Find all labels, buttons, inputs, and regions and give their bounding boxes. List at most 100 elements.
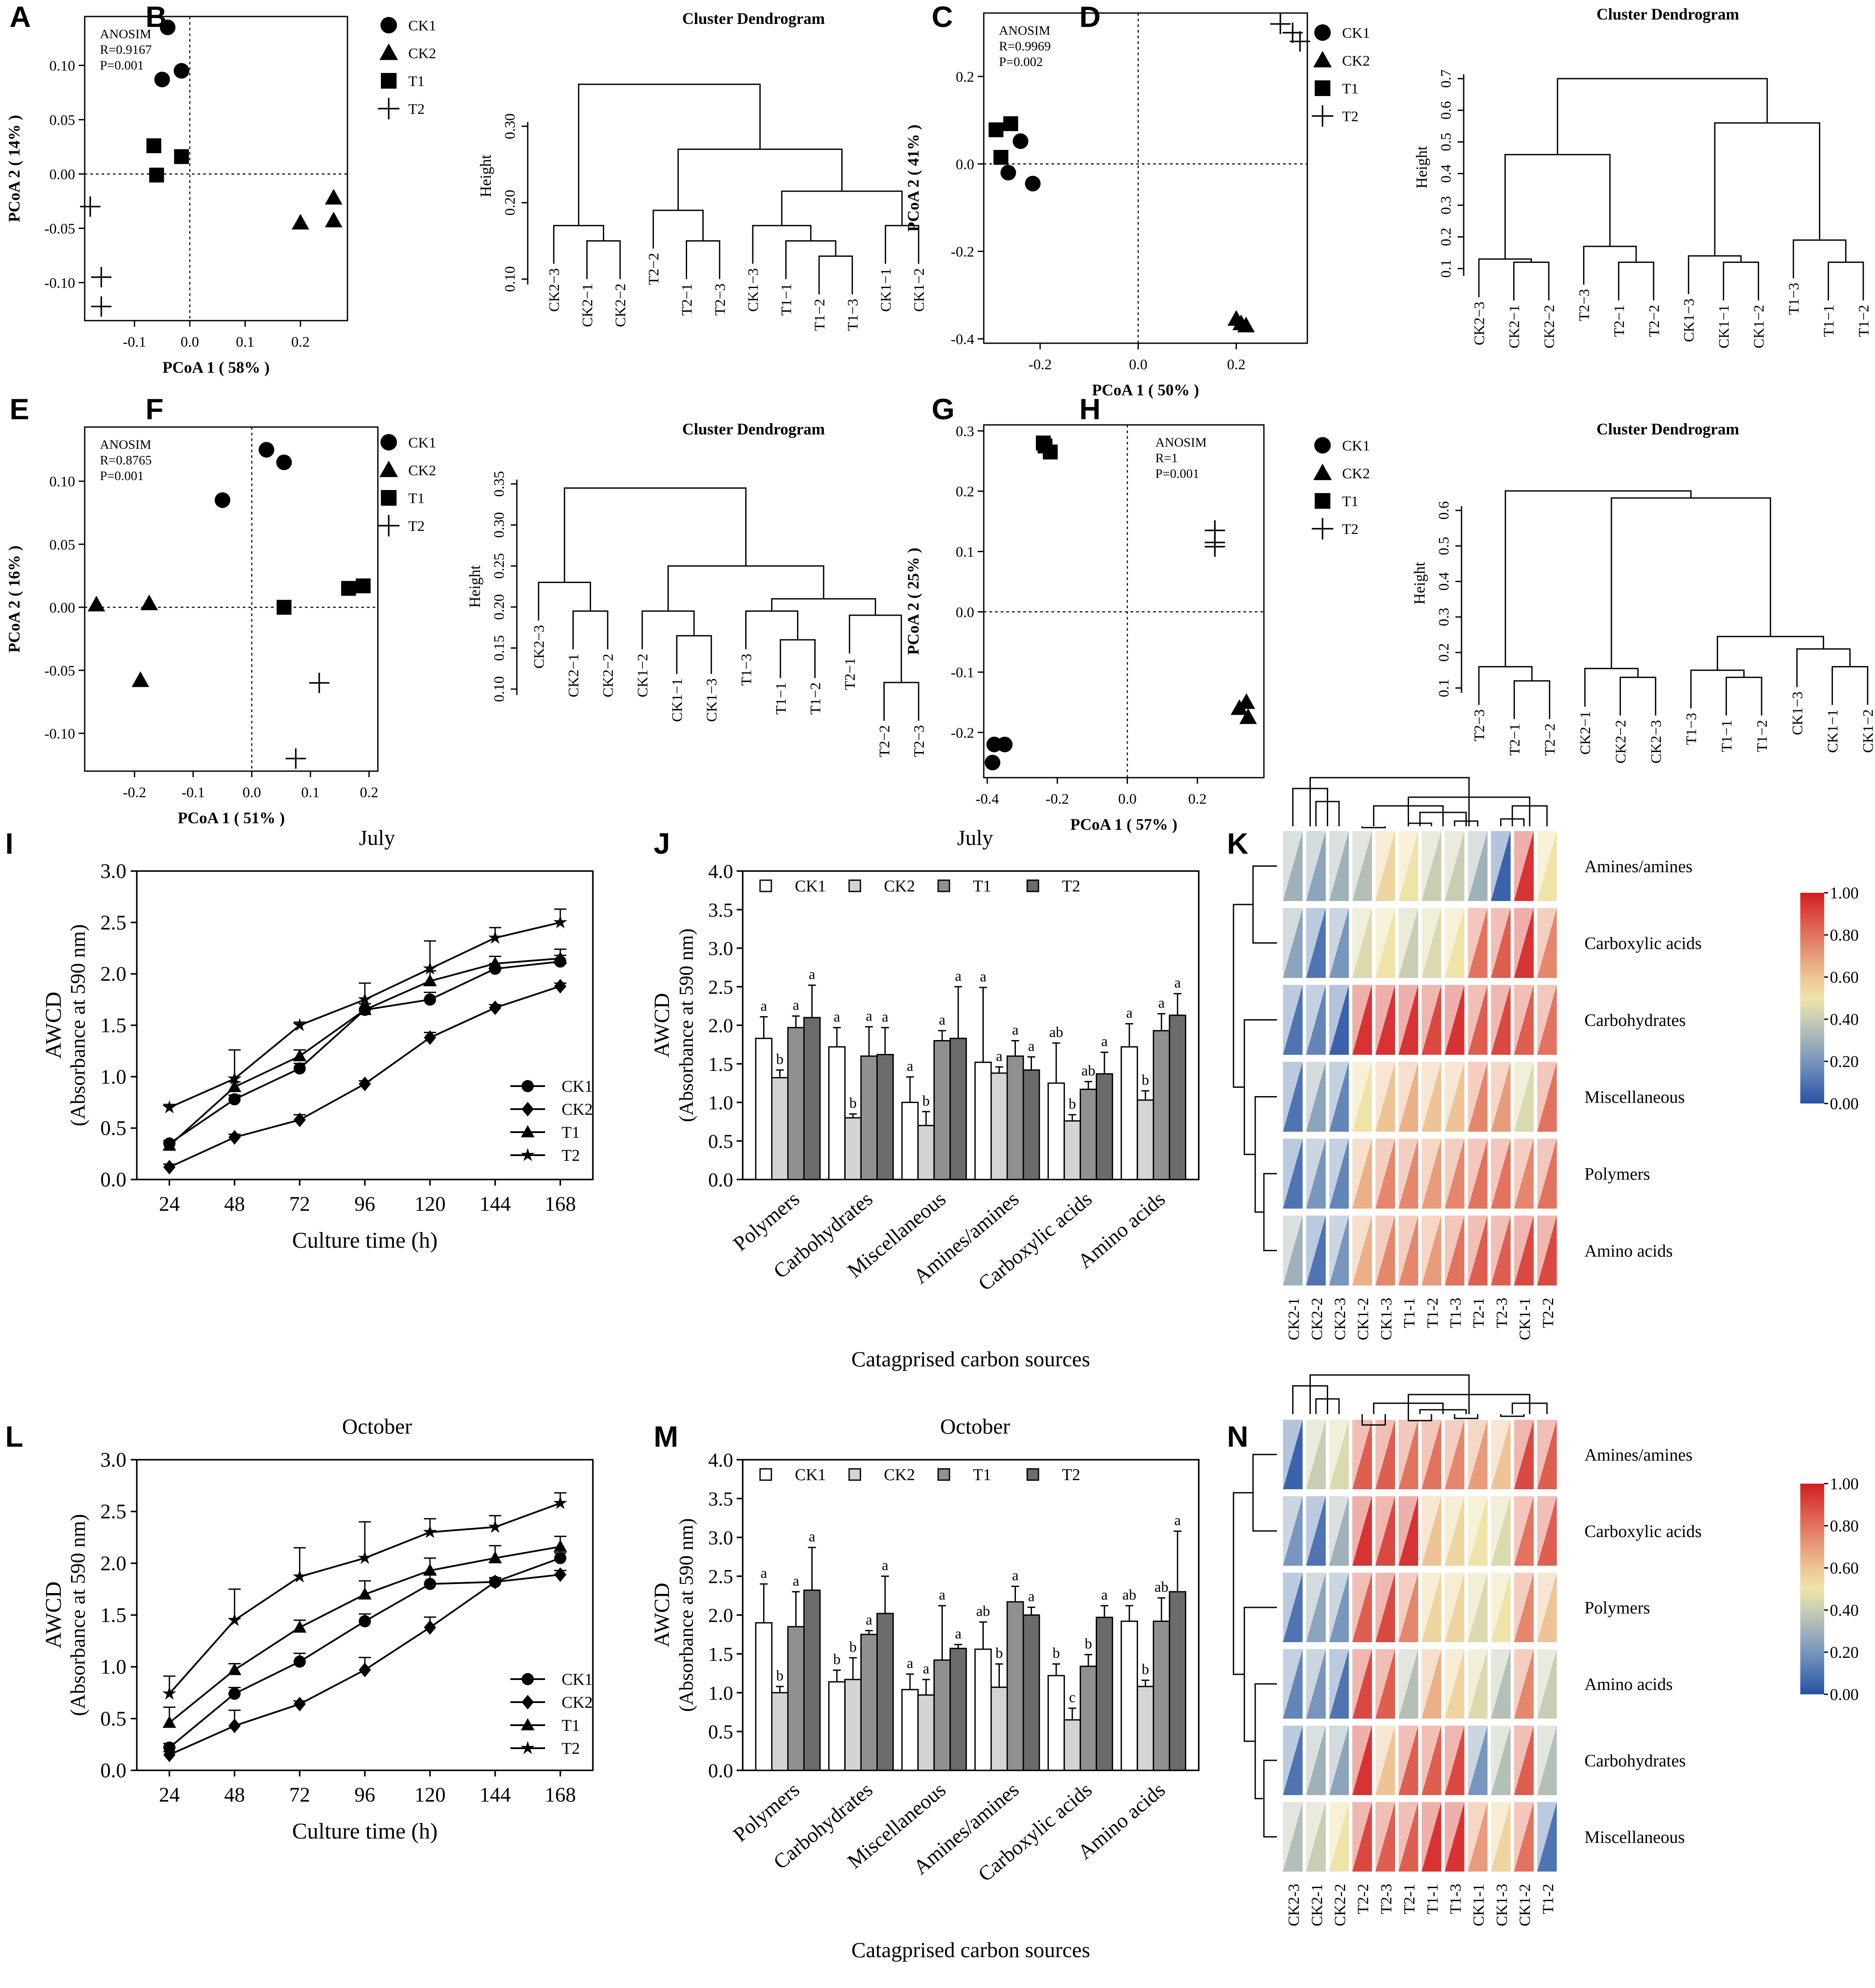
- bar-ck2: [844, 1679, 862, 1771]
- bar-ck2: [771, 1692, 789, 1771]
- heatmap-cell: [1375, 985, 1395, 1055]
- heatmap-cell-shade: [1352, 1649, 1372, 1719]
- bar-t1: [1006, 1055, 1024, 1180]
- dendrogram-link: [1832, 666, 1868, 705]
- awcd-bar-chart-m: October 0.0 0.5 1.0 1.5 2.0 2.5 3.0 3.5 4.0 Catagp…: [649, 1414, 1200, 1962]
- y-axis-label: PCoA 2 ( 41% ): [905, 125, 923, 232]
- y-tick-label: 1.5: [100, 1014, 126, 1037]
- heatmap-cell-shade: [1399, 1573, 1419, 1642]
- y-tick-label: 0.1: [1438, 259, 1454, 278]
- dendrogram-leaf-label: CK1−2: [635, 654, 651, 697]
- legend-label-t2: T2: [408, 101, 425, 117]
- point-t1: [149, 167, 164, 183]
- heatmap-cell: [1399, 1420, 1419, 1489]
- scale-tick-label: 0.60: [1830, 1559, 1859, 1577]
- dendrogram-leaf-label: CK1−1: [1825, 709, 1841, 753]
- heatmap-cell: [1514, 1139, 1534, 1209]
- heatmap-cell: [1491, 1139, 1511, 1209]
- chart-title: July: [957, 825, 993, 850]
- heatmap-cell: [1329, 1139, 1349, 1209]
- heatmap-k: Amines/amines Carboxylic acids Carbohydrat…: [1233, 777, 1859, 1340]
- y-tick-label: 0.6: [1436, 501, 1452, 520]
- bar-ck2: [844, 1117, 862, 1180]
- significance-letter: ab: [1049, 1024, 1063, 1040]
- y-tick-label: 0.2: [956, 69, 975, 85]
- legend-marker-t1: [380, 490, 397, 506]
- heatmap-cell-shade: [1329, 1649, 1349, 1719]
- bar-ck1: [828, 1046, 846, 1180]
- data-point: [423, 974, 437, 987]
- y-tick-label: 0.20: [502, 190, 518, 216]
- heatmap-cell: [1306, 908, 1326, 978]
- heatmap-cell: [1352, 1139, 1372, 1209]
- heatmap-cell-shade: [1306, 1062, 1326, 1132]
- heatmap-cell-shade: [1514, 985, 1534, 1055]
- point-ck1: [173, 63, 189, 79]
- bar-t1: [1079, 1088, 1097, 1180]
- dendrogram-link: [676, 635, 712, 674]
- legend-label-t2: T2: [562, 1146, 580, 1165]
- dendrogram-leaf-label: T2−2: [1646, 305, 1662, 337]
- panel-letter-n: N: [1227, 1420, 1248, 1453]
- y-axis-label-2: (Absorbance at 590 nm): [66, 1514, 89, 1716]
- point-ck2: [132, 671, 149, 687]
- bar-ck2: [990, 1686, 1008, 1771]
- y-tick-label: 0.0: [708, 1169, 734, 1191]
- y-tick-label: 0.05: [50, 113, 76, 129]
- data-point: [228, 1718, 241, 1733]
- data-point: [294, 1112, 306, 1127]
- significance-letter: b: [776, 1668, 784, 1684]
- column-dendrogram: [1292, 1374, 1548, 1426]
- chart-title: October: [940, 1414, 1010, 1438]
- legend: CK1 CK2 T1 T2: [1312, 24, 1370, 127]
- heatmap-cell: [1491, 1496, 1511, 1566]
- dendrogram-leaf-label: T2−2: [1542, 723, 1558, 755]
- legend-marker-ck2: [379, 461, 398, 477]
- color-scale-bar: [1800, 1484, 1824, 1694]
- significance-letter: ab: [1154, 1579, 1168, 1595]
- heatmap-cell: [1352, 1496, 1372, 1566]
- dendrogram-link: [1252, 865, 1277, 944]
- legend-marker-ck2: [522, 1695, 534, 1710]
- y-tick-label: 0.1: [956, 544, 975, 560]
- heatmap-cell-shade: [1491, 1420, 1511, 1489]
- heatmap-cell: [1283, 1649, 1303, 1719]
- heatmap-cell-shade: [1283, 1573, 1303, 1642]
- anosim-stat: ANOSIM: [100, 437, 151, 452]
- heatmap-cell: [1352, 1573, 1372, 1642]
- heatmap-cell-shade: [1514, 1802, 1534, 1872]
- legend-marker-ck1: [380, 434, 397, 451]
- heatmap-cell: [1399, 1726, 1419, 1795]
- y-tick-label: 3.0: [100, 860, 126, 883]
- dendrogram-title: Cluster Dendrogram: [682, 10, 825, 28]
- heatmap-cell-shade: [1375, 1649, 1395, 1719]
- significance-letter: b: [1085, 1636, 1092, 1652]
- heatmap-cell: [1491, 831, 1511, 901]
- dendrogram-link: [667, 565, 824, 611]
- point-t1: [993, 150, 1009, 165]
- column-label-t2-2: T2-2: [1354, 1884, 1372, 1914]
- bar-ck1: [755, 1622, 773, 1771]
- legend-label-t2: T2: [1342, 109, 1359, 125]
- scale-tick-label: 0.00: [1830, 1095, 1859, 1113]
- heatmap-cell: [1537, 985, 1557, 1055]
- heatmap-cell: [1491, 1420, 1511, 1489]
- data-point: [424, 993, 436, 1006]
- heatmap-cell-shade: [1468, 1726, 1488, 1795]
- dendrogram-link: [578, 83, 761, 226]
- dendrogram-leaf-label: T2−1: [1611, 305, 1627, 337]
- significance-letter: b: [849, 1095, 856, 1111]
- heatmap-cell-shade: [1422, 1420, 1442, 1489]
- x-tick-label: 0.0: [1118, 791, 1137, 807]
- point-t2: [1204, 536, 1225, 557]
- heatmap-cell: [1283, 1573, 1303, 1642]
- point-t2: [285, 748, 306, 769]
- data-point: [228, 1093, 241, 1106]
- significance-letter: ab: [976, 1604, 990, 1620]
- heatmap-cell-shade: [1283, 1139, 1303, 1209]
- heatmap-cell-shade: [1399, 831, 1419, 901]
- bar-t1: [860, 1055, 878, 1180]
- x-tick-label: 24: [159, 1783, 180, 1806]
- row-dendrogram: [1233, 1454, 1277, 1838]
- heatmap-cell: [1352, 1802, 1372, 1872]
